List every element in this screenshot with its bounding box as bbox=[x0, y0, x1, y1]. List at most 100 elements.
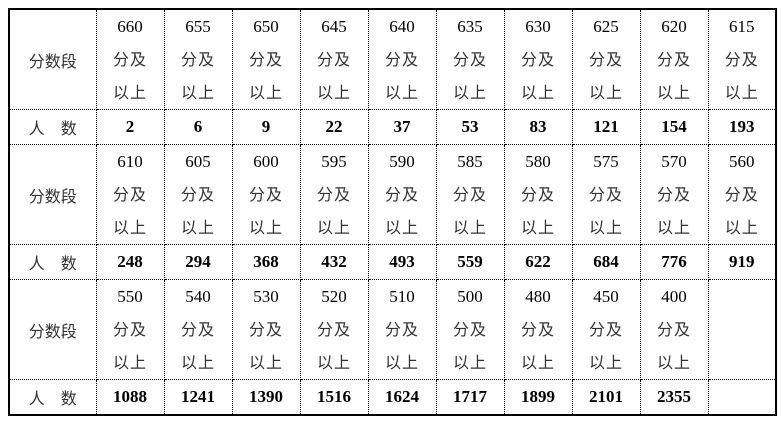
score-suffix-1: 分及 bbox=[520, 50, 555, 69]
score-suffix-2: 以上 bbox=[248, 83, 283, 102]
score-cell: 635 分及 以上 bbox=[435, 8, 505, 110]
count-cell: 622 bbox=[503, 244, 573, 280]
score-suffix-1: 分及 bbox=[180, 50, 215, 69]
score-cell: 450 分及 以上 bbox=[571, 279, 641, 380]
score-segment-row: 分数段 660 分及 以上 655 分及 以上 650 分及 以上 645 分及 以上 640 分及 以上 63… bbox=[8, 8, 777, 110]
count-header: 人 数 bbox=[8, 379, 97, 415]
count-cell: 2101 bbox=[571, 379, 641, 415]
score-suffix-1: 分及 bbox=[656, 320, 691, 339]
score-value: 480 bbox=[525, 287, 551, 306]
score-suffix-2: 以上 bbox=[180, 83, 215, 102]
score-value: 450 bbox=[593, 287, 619, 306]
score-cell: 610 分及 以上 bbox=[95, 144, 165, 245]
score-suffix-2: 以上 bbox=[180, 353, 215, 372]
score-value: 600 bbox=[253, 152, 279, 171]
segment-header: 分数段 bbox=[8, 144, 97, 245]
score-value: 595 bbox=[321, 152, 347, 171]
count-cell: 37 bbox=[367, 109, 437, 145]
score-suffix-1: 分及 bbox=[316, 320, 351, 339]
score-cell: 585 分及 以上 bbox=[435, 144, 505, 245]
score-suffix-2: 以上 bbox=[384, 218, 419, 237]
score-suffix-1: 分及 bbox=[452, 185, 487, 204]
score-cell: 510 分及 以上 bbox=[367, 279, 437, 380]
count-cell: 432 bbox=[299, 244, 369, 280]
count-header: 人 数 bbox=[8, 244, 97, 280]
score-value: 630 bbox=[525, 17, 551, 36]
score-suffix-1: 分及 bbox=[520, 185, 555, 204]
count-cell: 493 bbox=[367, 244, 437, 280]
score-cell: 615 分及 以上 bbox=[707, 8, 777, 110]
count-cell: 559 bbox=[435, 244, 505, 280]
count-header: 人 数 bbox=[8, 109, 97, 145]
score-suffix-1: 分及 bbox=[248, 185, 283, 204]
score-value: 590 bbox=[389, 152, 415, 171]
count-cell: 1241 bbox=[163, 379, 233, 415]
count-cell: 1088 bbox=[95, 379, 165, 415]
score-value: 580 bbox=[525, 152, 551, 171]
count-cell: 2355 bbox=[639, 379, 709, 415]
count-cell: 154 bbox=[639, 109, 709, 145]
count-row: 人 数 1088 1241 1390 1516 1624 1717 1899 2101 2355 bbox=[8, 379, 777, 415]
score-suffix-2: 以上 bbox=[656, 83, 691, 102]
score-suffix-1: 分及 bbox=[588, 185, 623, 204]
score-suffix-2: 以上 bbox=[316, 353, 351, 372]
count-cell: 919 bbox=[707, 244, 777, 280]
score-suffix-1: 分及 bbox=[452, 320, 487, 339]
score-cell: 560 分及 以上 bbox=[707, 144, 777, 245]
score-suffix-2: 以上 bbox=[520, 353, 555, 372]
score-value: 655 bbox=[185, 17, 211, 36]
score-suffix-2: 以上 bbox=[724, 218, 759, 237]
score-suffix-1: 分及 bbox=[316, 50, 351, 69]
score-segment-row: 分数段 610 分及 以上 605 分及 以上 600 分及 以上 595 分及 以上 590 分及 以上 58… bbox=[8, 144, 777, 245]
count-cell: 53 bbox=[435, 109, 505, 145]
score-cell: 595 分及 以上 bbox=[299, 144, 369, 245]
score-cell: 570 分及 以上 bbox=[639, 144, 709, 245]
score-suffix-1: 分及 bbox=[112, 320, 147, 339]
score-suffix-1: 分及 bbox=[180, 320, 215, 339]
score-suffix-1: 分及 bbox=[180, 185, 215, 204]
score-suffix-2: 以上 bbox=[180, 218, 215, 237]
score-cell: 500 分及 以上 bbox=[435, 279, 505, 380]
count-row: 人 数 248 294 368 432 493 559 622 684 776 919 bbox=[8, 244, 777, 280]
count-cell: 1717 bbox=[435, 379, 505, 415]
score-value: 610 bbox=[117, 152, 143, 171]
score-suffix-1: 分及 bbox=[724, 50, 759, 69]
count-cell: 1516 bbox=[299, 379, 369, 415]
score-cell: 650 分及 以上 bbox=[231, 8, 301, 110]
score-suffix-1: 分及 bbox=[384, 185, 419, 204]
score-cell bbox=[707, 279, 777, 380]
score-cell: 625 分及 以上 bbox=[571, 8, 641, 110]
score-cell: 590 分及以上 bbox=[367, 144, 437, 245]
score-suffix-1: 分及 bbox=[248, 50, 283, 69]
score-suffix-1: 分及 bbox=[384, 320, 419, 339]
score-value: 530 bbox=[253, 287, 279, 306]
score-suffix-2: 以上 bbox=[588, 218, 623, 237]
score-suffix-2: 以上 bbox=[588, 83, 623, 102]
score-value: 540 bbox=[185, 287, 211, 306]
score-value: 660 bbox=[117, 17, 143, 36]
count-cell: 9 bbox=[231, 109, 301, 145]
count-cell: 1899 bbox=[503, 379, 573, 415]
score-suffix-2: 以上 bbox=[248, 218, 283, 237]
score-cell: 400 分及以上 bbox=[639, 279, 709, 380]
score-cell: 630 分及 以上 bbox=[503, 8, 573, 110]
count-cell: 2 bbox=[95, 109, 165, 145]
score-cell: 530 分及 以上 bbox=[231, 279, 301, 380]
score-value: 400 bbox=[661, 287, 687, 306]
score-cell: 580 分及 以上 bbox=[503, 144, 573, 245]
score-distribution-table: 分数段 660 分及 以上 655 分及 以上 650 分及 以上 645 分及 以上 640 分及 以上 63… bbox=[8, 8, 777, 416]
score-suffix-1: 分及 bbox=[384, 50, 419, 69]
score-cell: 660 分及 以上 bbox=[95, 8, 165, 110]
score-value: 615 bbox=[729, 17, 755, 36]
count-cell: 1390 bbox=[231, 379, 301, 415]
score-segment-row: 分数段 550 分及 以上 540 分及 以上 530 分及 以上 520 分及 以上 510 分及 以上 50… bbox=[8, 279, 777, 380]
score-value: 550 bbox=[117, 287, 143, 306]
score-suffix-2: 以上 bbox=[112, 218, 147, 237]
score-cell: 540 分及以上 bbox=[163, 279, 233, 380]
count-cell bbox=[707, 379, 777, 415]
score-suffix-2: 以上 bbox=[316, 218, 351, 237]
score-suffix-2: 以上 bbox=[656, 353, 691, 372]
count-row: 人 数 2 6 9 22 37 53 83 121 154 193 bbox=[8, 109, 777, 145]
score-cell: 575 分及 以上 bbox=[571, 144, 641, 245]
count-cell: 248 bbox=[95, 244, 165, 280]
